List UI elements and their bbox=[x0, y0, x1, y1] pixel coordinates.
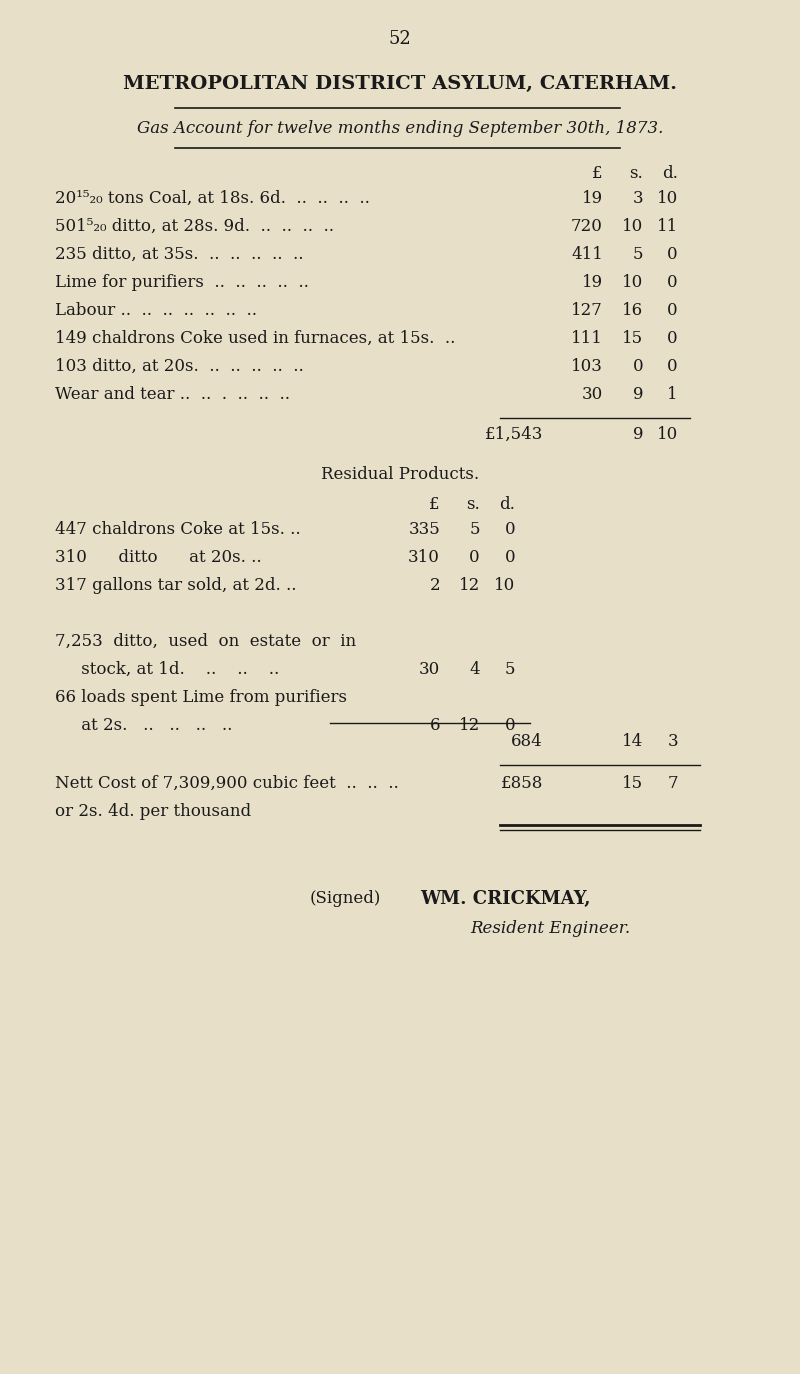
Text: 4: 4 bbox=[470, 661, 480, 677]
Text: 14: 14 bbox=[622, 732, 643, 750]
Text: 5: 5 bbox=[505, 661, 515, 677]
Text: 149 chaldrons Coke used in furnaces, at 15s.  ..: 149 chaldrons Coke used in furnaces, at … bbox=[55, 330, 455, 348]
Text: 20¹⁵₂₀ tons Coal, at 18s. 6d.  ..  ..  ..  ..: 20¹⁵₂₀ tons Coal, at 18s. 6d. .. .. .. .… bbox=[55, 190, 370, 207]
Text: 66 loads spent Lime from purifiers: 66 loads spent Lime from purifiers bbox=[55, 688, 347, 706]
Text: 1: 1 bbox=[667, 386, 678, 403]
Text: 310      ditto      at 20s. ..: 310 ditto at 20s. .. bbox=[55, 550, 262, 566]
Text: 9: 9 bbox=[633, 426, 643, 442]
Text: 10: 10 bbox=[657, 190, 678, 207]
Text: at 2s.   ..   ..   ..   ..: at 2s. .. .. .. .. bbox=[55, 717, 232, 734]
Text: Resident Engineer.: Resident Engineer. bbox=[470, 921, 630, 937]
Text: stock, at 1d.    ..    ..    ..: stock, at 1d. .. .. .. bbox=[55, 661, 279, 677]
Text: £: £ bbox=[430, 496, 440, 513]
Text: 10: 10 bbox=[494, 577, 515, 594]
Text: 30: 30 bbox=[418, 661, 440, 677]
Text: 0: 0 bbox=[504, 550, 515, 566]
Text: 5: 5 bbox=[633, 246, 643, 262]
Text: 16: 16 bbox=[622, 302, 643, 319]
Text: 15: 15 bbox=[622, 775, 643, 791]
Text: 7: 7 bbox=[667, 775, 678, 791]
Text: 30: 30 bbox=[582, 386, 603, 403]
Text: s.: s. bbox=[466, 496, 480, 513]
Text: 15: 15 bbox=[622, 330, 643, 348]
Text: 10: 10 bbox=[622, 218, 643, 235]
Text: s.: s. bbox=[630, 165, 643, 181]
Text: Wear and tear ..  ..  .  ..  ..  ..: Wear and tear .. .. . .. .. .. bbox=[55, 386, 290, 403]
Text: £: £ bbox=[592, 165, 603, 181]
Text: 19: 19 bbox=[582, 273, 603, 291]
Text: Nett Cost of 7,309,900 cubic feet  ..  ..  ..: Nett Cost of 7,309,900 cubic feet .. .. … bbox=[55, 775, 398, 791]
Text: d.: d. bbox=[662, 165, 678, 181]
Text: 52: 52 bbox=[389, 30, 411, 48]
Text: METROPOLITAN DISTRICT ASYLUM, CATERHAM.: METROPOLITAN DISTRICT ASYLUM, CATERHAM. bbox=[123, 76, 677, 93]
Text: 0: 0 bbox=[504, 521, 515, 539]
Text: 111: 111 bbox=[571, 330, 603, 348]
Text: 127: 127 bbox=[571, 302, 603, 319]
Text: 0: 0 bbox=[632, 359, 643, 375]
Text: 3: 3 bbox=[632, 190, 643, 207]
Text: 12: 12 bbox=[458, 577, 480, 594]
Text: 447 chaldrons Coke at 15s. ..: 447 chaldrons Coke at 15s. .. bbox=[55, 521, 301, 539]
Text: Labour ..  ..  ..  ..  ..  ..  ..: Labour .. .. .. .. .. .. .. bbox=[55, 302, 257, 319]
Text: 0: 0 bbox=[667, 246, 678, 262]
Text: 317 gallons tar sold, at 2d. ..: 317 gallons tar sold, at 2d. .. bbox=[55, 577, 297, 594]
Text: 3: 3 bbox=[667, 732, 678, 750]
Text: Lime for purifiers  ..  ..  ..  ..  ..: Lime for purifiers .. .. .. .. .. bbox=[55, 273, 309, 291]
Text: 11: 11 bbox=[657, 218, 678, 235]
Text: 12: 12 bbox=[458, 717, 480, 734]
Text: 411: 411 bbox=[571, 246, 603, 262]
Text: 103: 103 bbox=[571, 359, 603, 375]
Text: 0: 0 bbox=[667, 359, 678, 375]
Text: 235 ditto, at 35s.  ..  ..  ..  ..  ..: 235 ditto, at 35s. .. .. .. .. .. bbox=[55, 246, 303, 262]
Text: 10: 10 bbox=[622, 273, 643, 291]
Text: 19: 19 bbox=[582, 190, 603, 207]
Text: 0: 0 bbox=[667, 273, 678, 291]
Text: 6: 6 bbox=[430, 717, 440, 734]
Text: 0: 0 bbox=[504, 717, 515, 734]
Text: 103 ditto, at 20s.  ..  ..  ..  ..  ..: 103 ditto, at 20s. .. .. .. .. .. bbox=[55, 359, 304, 375]
Text: 2: 2 bbox=[430, 577, 440, 594]
Text: £1,543: £1,543 bbox=[485, 426, 543, 442]
Text: £858: £858 bbox=[501, 775, 543, 791]
Text: 0: 0 bbox=[667, 302, 678, 319]
Text: d.: d. bbox=[499, 496, 515, 513]
Text: Residual Products.: Residual Products. bbox=[321, 466, 479, 484]
Text: WM. CRICKMAY,: WM. CRICKMAY, bbox=[420, 890, 590, 908]
Text: 7,253  ditto,  used  on  estate  or  in: 7,253 ditto, used on estate or in bbox=[55, 633, 356, 650]
Text: 0: 0 bbox=[470, 550, 480, 566]
Text: 684: 684 bbox=[511, 732, 543, 750]
Text: 720: 720 bbox=[571, 218, 603, 235]
Text: (Signed): (Signed) bbox=[310, 890, 382, 907]
Text: 501⁵₂₀ ditto, at 28s. 9d.  ..  ..  ..  ..: 501⁵₂₀ ditto, at 28s. 9d. .. .. .. .. bbox=[55, 218, 334, 235]
Text: 5: 5 bbox=[470, 521, 480, 539]
Text: 0: 0 bbox=[667, 330, 678, 348]
Text: Gas Account for twelve months ending September 30th, 1873.: Gas Account for twelve months ending Sep… bbox=[137, 120, 663, 137]
Text: 310: 310 bbox=[408, 550, 440, 566]
Text: 10: 10 bbox=[657, 426, 678, 442]
Text: 9: 9 bbox=[633, 386, 643, 403]
Text: or 2s. 4d. per thousand: or 2s. 4d. per thousand bbox=[55, 802, 251, 820]
Text: 335: 335 bbox=[408, 521, 440, 539]
